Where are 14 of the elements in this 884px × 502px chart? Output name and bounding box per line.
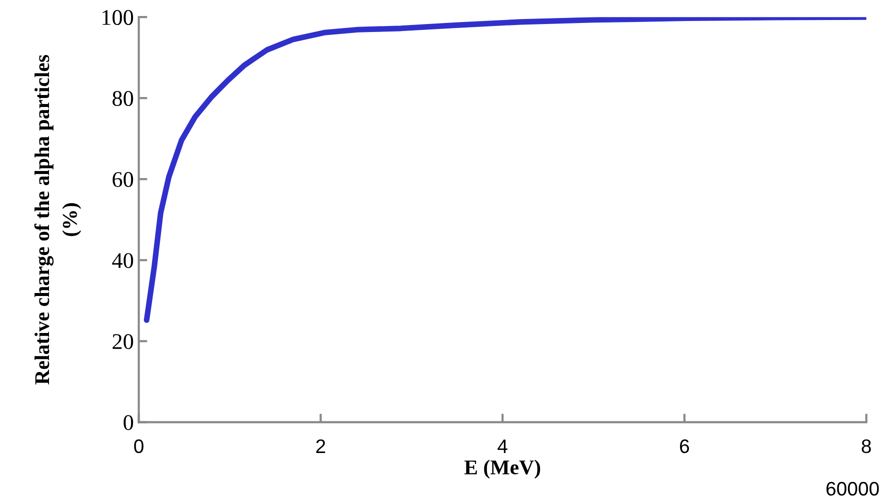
x-tick-label: 0 — [134, 439, 144, 454]
y-tick-label: 60 — [112, 172, 134, 188]
x-tick-label: 4 — [498, 440, 508, 453]
x-tick-label: 2 — [316, 439, 326, 453]
y-tick-label: 100 — [102, 10, 134, 25]
y-tick-label: 0 — [124, 415, 134, 430]
y-tick-label: 40 — [112, 253, 134, 268]
x-tick-label: 6 — [680, 439, 689, 454]
text: 60000 — [826, 482, 879, 496]
y-axis-title: Relative charge of the alpha particles (%) — [34, 54, 82, 384]
y-tick-label: 80 — [112, 91, 134, 106]
y-tick-label: 20 — [112, 334, 134, 350]
x-axis-title: E (MeV) — [464, 460, 540, 479]
x-tick-label: 8 — [862, 439, 871, 454]
